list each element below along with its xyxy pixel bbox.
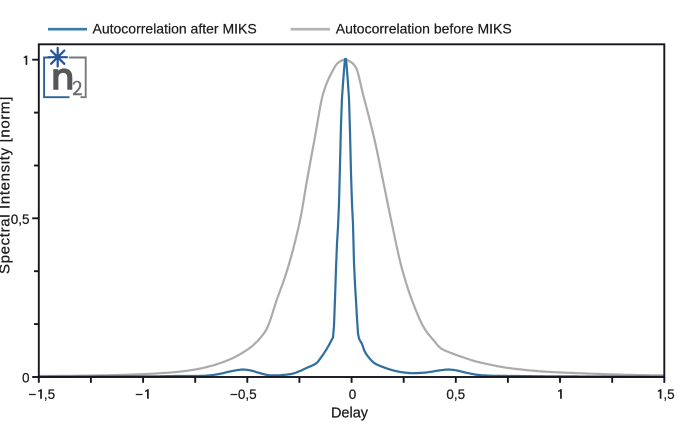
svg-text:−0,5: −0,5 <box>230 387 257 402</box>
svg-text:Autocorrelation after MIKS: Autocorrelation after MIKS <box>93 21 257 37</box>
svg-text:−: − <box>135 387 143 402</box>
svg-text:0,5: 0,5 <box>11 212 30 227</box>
svg-text:,5: ,5 <box>44 387 55 402</box>
svg-text:0: 0 <box>349 387 357 402</box>
svg-text:0: 0 <box>22 371 30 386</box>
svg-text:−: − <box>28 387 36 402</box>
svg-text:0,5: 0,5 <box>446 387 465 402</box>
svg-text:Delay: Delay <box>331 406 369 422</box>
svg-text:Autocorrelation before MIKS: Autocorrelation before MIKS <box>336 21 512 37</box>
svg-text:Spectral Intensity [norm]: Spectral Intensity [norm] <box>0 96 14 274</box>
svg-text:,5: ,5 <box>663 387 674 402</box>
